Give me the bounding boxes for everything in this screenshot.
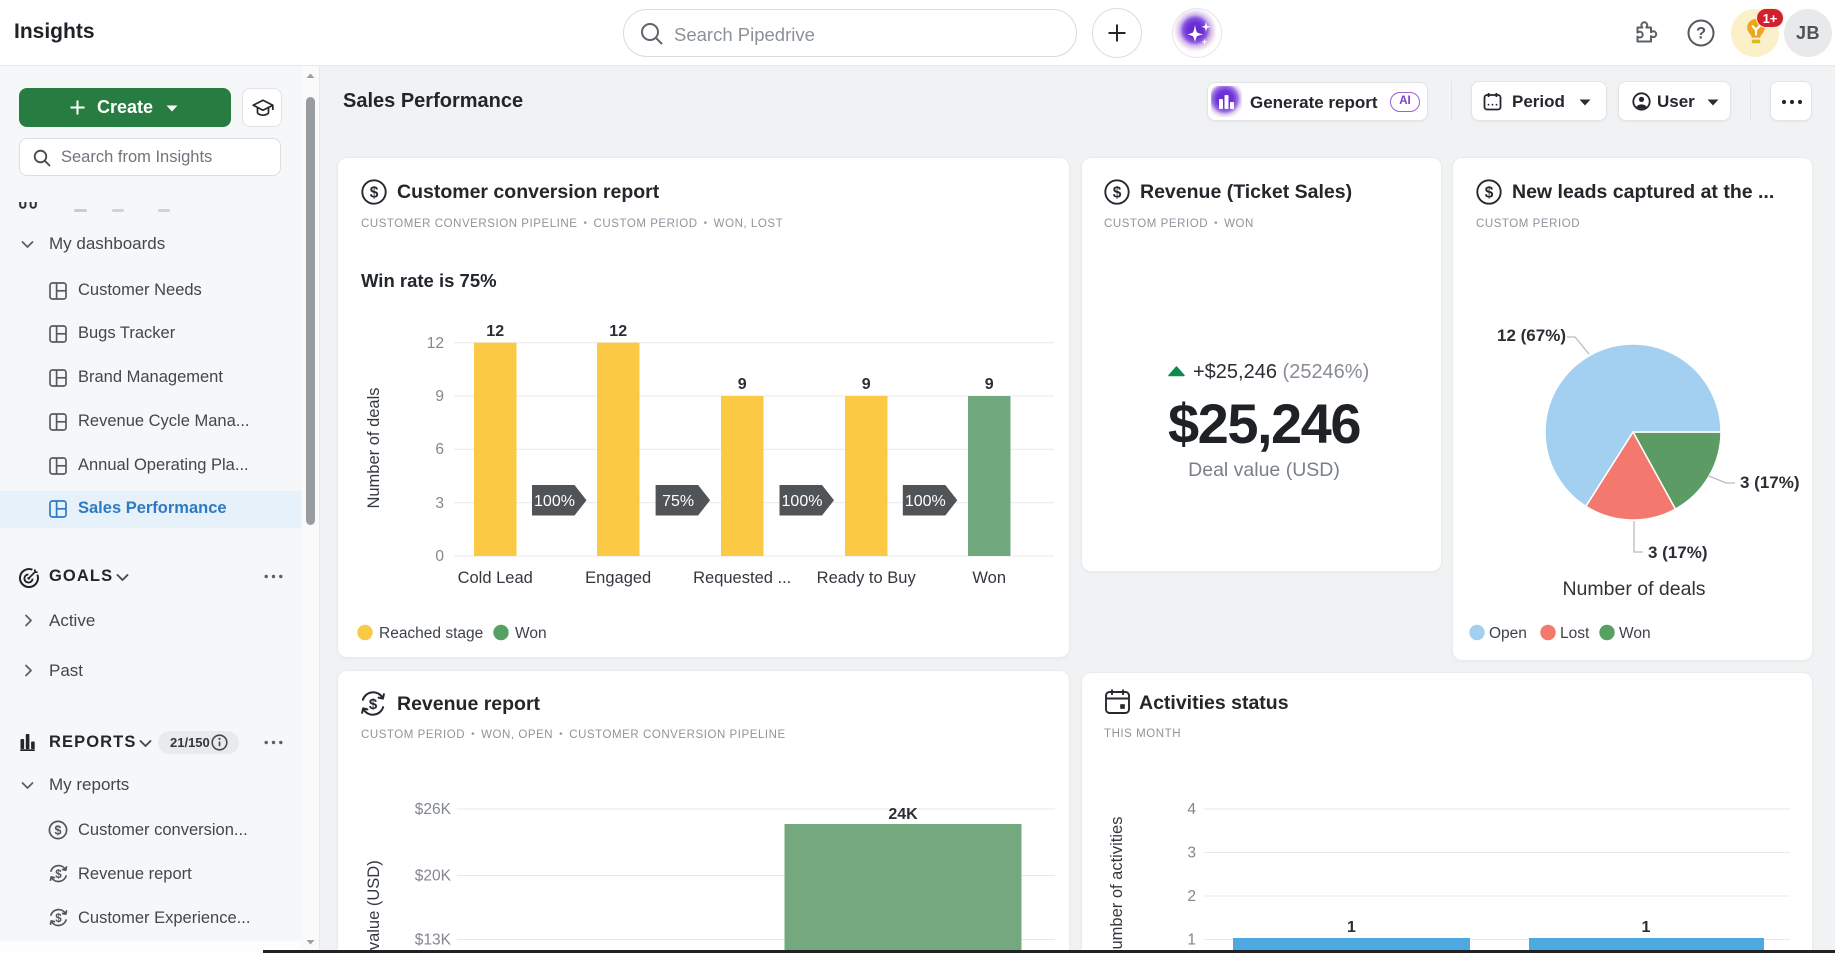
svg-text:75%: 75%	[662, 493, 694, 510]
svg-text:$25,246: $25,246	[1168, 392, 1360, 455]
svg-text:Ready to Buy: Ready to Buy	[817, 569, 917, 587]
svg-text:6: 6	[435, 441, 444, 458]
svg-text:9: 9	[985, 376, 994, 393]
svg-text:$: $	[370, 185, 379, 202]
svg-text:9: 9	[862, 376, 871, 393]
svg-text:$: $	[1113, 185, 1122, 202]
svg-text:1: 1	[1187, 932, 1196, 949]
svg-text:Reached stage: Reached stage	[379, 625, 483, 642]
svg-text:Engaged: Engaged	[585, 569, 651, 587]
svg-text:Lost: Lost	[1560, 625, 1590, 642]
svg-text:Deal value (USD): Deal value (USD)	[1188, 459, 1340, 481]
svg-text:100%: 100%	[782, 493, 823, 510]
svg-text:12: 12	[427, 335, 444, 352]
svg-text:Won: Won	[972, 569, 1006, 587]
svg-text:Deal value (USD): Deal value (USD)	[365, 860, 383, 953]
svg-text:Won: Won	[515, 625, 547, 642]
svg-text:+$25,246 (25246%): +$25,246 (25246%)	[1193, 361, 1369, 383]
svg-text:$13K: $13K	[415, 932, 452, 949]
svg-text:Number of deals: Number of deals	[1562, 578, 1705, 600]
svg-text:12: 12	[609, 323, 627, 340]
svg-text:Number of activities: Number of activities	[1108, 817, 1126, 953]
svg-text:3 (17%): 3 (17%)	[1740, 473, 1800, 492]
svg-text:?: ?	[1696, 25, 1706, 43]
svg-text:0: 0	[435, 548, 444, 565]
svg-text:1: 1	[1642, 919, 1651, 936]
svg-text:9: 9	[435, 388, 444, 405]
svg-text:Requested ...: Requested ...	[693, 569, 791, 587]
svg-text:$: $	[369, 696, 378, 713]
svg-text:Cold Lead: Cold Lead	[458, 569, 533, 587]
svg-text:24K: 24K	[888, 806, 918, 823]
svg-text:1: 1	[1347, 919, 1356, 936]
svg-text:9: 9	[738, 376, 747, 393]
svg-text:$20K: $20K	[415, 868, 452, 885]
svg-text:Open: Open	[1489, 625, 1527, 642]
svg-text:12 (67%): 12 (67%)	[1497, 326, 1566, 345]
svg-text:$: $	[55, 823, 62, 837]
svg-text:100%: 100%	[534, 493, 575, 510]
svg-text:4: 4	[1187, 801, 1196, 818]
svg-text:$: $	[1485, 185, 1494, 202]
svg-text:3: 3	[1187, 845, 1196, 862]
svg-text:12: 12	[486, 323, 504, 340]
svg-text:3: 3	[435, 495, 444, 512]
svg-text:$: $	[55, 913, 62, 925]
svg-text:Number of deals: Number of deals	[365, 387, 383, 508]
svg-text:Won: Won	[1619, 625, 1651, 642]
svg-text:$26K: $26K	[415, 801, 452, 818]
svg-text:100%: 100%	[905, 493, 946, 510]
svg-text:3 (17%): 3 (17%)	[1648, 543, 1708, 562]
svg-text:2: 2	[1187, 888, 1196, 905]
svg-text:$: $	[55, 869, 62, 881]
